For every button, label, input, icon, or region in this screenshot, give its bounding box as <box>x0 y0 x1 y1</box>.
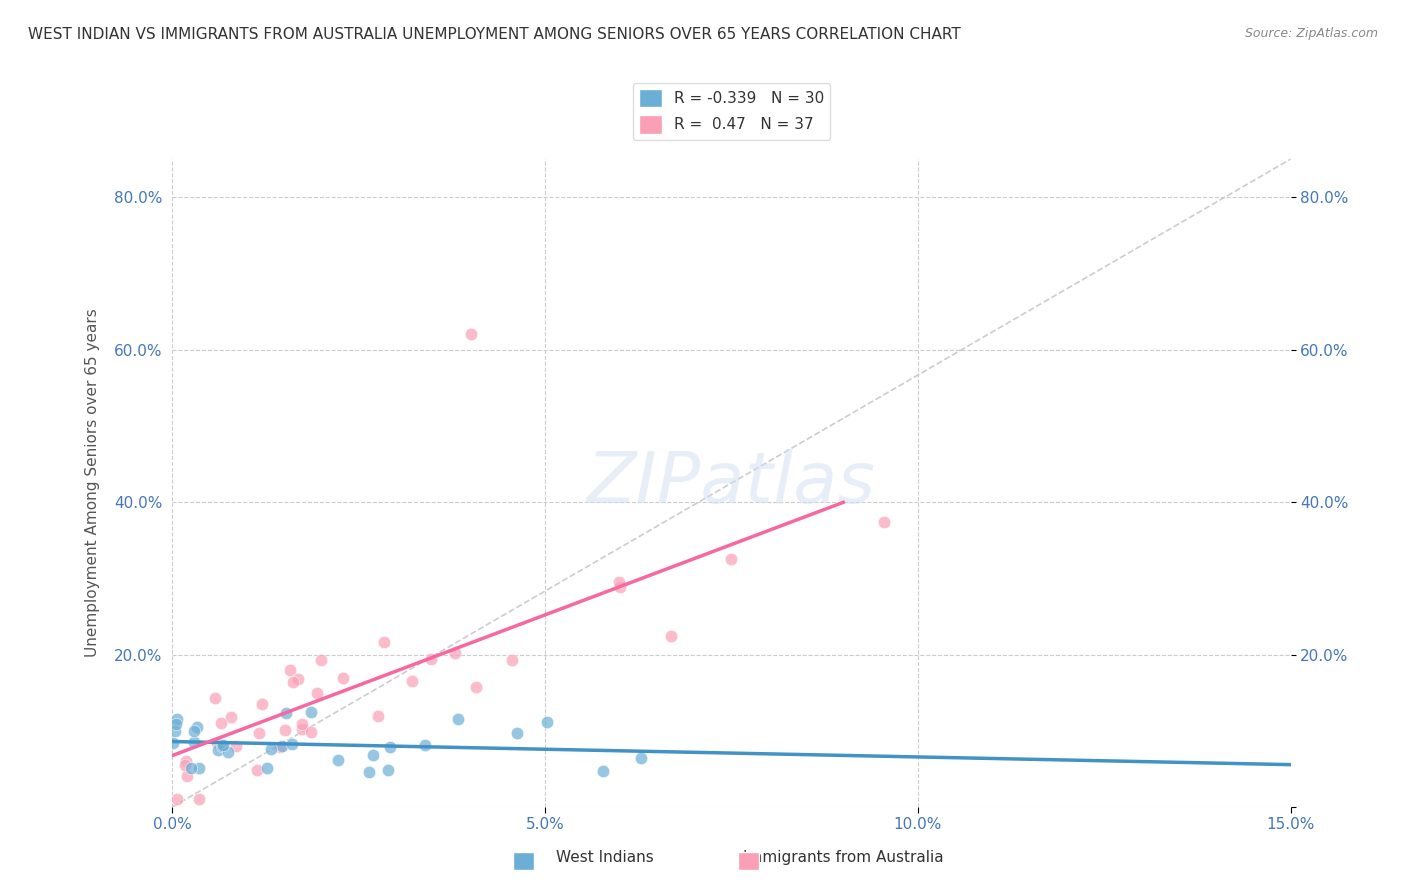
Point <box>212 738 235 752</box>
Point <box>720 551 742 566</box>
Point <box>176 754 198 768</box>
Point <box>166 792 188 806</box>
Point <box>225 739 247 754</box>
Text: West Indians: West Indians <box>555 850 654 865</box>
Point <box>183 735 205 749</box>
Point <box>630 751 652 765</box>
Point <box>260 742 283 756</box>
Point <box>247 726 270 740</box>
Point <box>209 715 232 730</box>
Point <box>361 747 384 762</box>
Point <box>401 673 423 688</box>
Point <box>464 680 486 694</box>
Point <box>176 769 198 783</box>
Point <box>443 646 465 660</box>
Point <box>328 754 350 768</box>
Point <box>287 672 309 686</box>
Point <box>332 671 354 685</box>
Point <box>174 758 197 772</box>
Point <box>271 739 294 754</box>
Point <box>211 739 233 753</box>
Text: Immigrants from Australia: Immigrants from Australia <box>744 850 943 865</box>
Point <box>204 691 226 706</box>
Point <box>183 723 205 738</box>
Y-axis label: Unemployment Among Seniors over 65 years: Unemployment Among Seniors over 65 years <box>86 309 100 657</box>
Point <box>269 739 291 754</box>
Point <box>305 686 328 700</box>
Text: ZIPatlas: ZIPatlas <box>586 449 876 517</box>
Point <box>460 327 482 342</box>
Point <box>256 761 278 775</box>
Point <box>281 737 304 751</box>
Point <box>188 792 211 806</box>
Point <box>187 760 209 774</box>
Point <box>359 764 381 779</box>
Point <box>413 738 436 752</box>
Point <box>273 723 295 738</box>
Point <box>278 663 301 677</box>
Point <box>501 653 523 667</box>
Point <box>291 722 314 736</box>
Point <box>205 736 228 750</box>
Legend: R = -0.339   N = 30, R =  0.47   N = 37: R = -0.339 N = 30, R = 0.47 N = 37 <box>633 82 831 140</box>
Point <box>166 712 188 726</box>
Point <box>163 723 186 738</box>
Point <box>217 745 239 759</box>
Point <box>506 725 529 739</box>
Point <box>592 764 614 779</box>
Point <box>536 715 558 730</box>
Point <box>420 652 443 666</box>
Point <box>219 710 242 724</box>
Point <box>246 763 269 777</box>
Point <box>872 516 894 530</box>
Point <box>609 580 631 594</box>
Point <box>447 712 470 726</box>
Point <box>373 635 395 649</box>
Point <box>299 725 322 739</box>
Point <box>309 652 332 666</box>
Point <box>299 706 322 720</box>
Point <box>276 706 298 720</box>
Point <box>250 697 273 711</box>
Point <box>162 736 184 750</box>
Point <box>207 743 229 757</box>
Point <box>380 740 402 755</box>
Point <box>283 674 305 689</box>
Point <box>659 629 682 643</box>
Point <box>186 720 208 734</box>
Point <box>180 761 202 775</box>
Point <box>165 717 187 731</box>
Point <box>377 764 399 778</box>
Text: WEST INDIAN VS IMMIGRANTS FROM AUSTRALIA UNEMPLOYMENT AMONG SENIORS OVER 65 YEAR: WEST INDIAN VS IMMIGRANTS FROM AUSTRALIA… <box>28 27 960 42</box>
Point <box>290 717 312 731</box>
Point <box>609 574 631 589</box>
Text: Source: ZipAtlas.com: Source: ZipAtlas.com <box>1244 27 1378 40</box>
Point <box>367 708 389 723</box>
